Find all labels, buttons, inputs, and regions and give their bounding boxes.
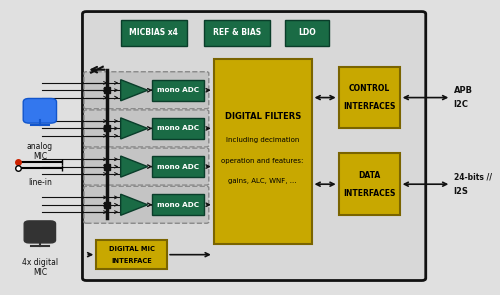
Text: INTERFACE: INTERFACE	[112, 258, 152, 263]
Text: analog
MIC: analog MIC	[27, 142, 53, 161]
Text: 24-bits //: 24-bits //	[454, 172, 492, 181]
Bar	[152, 194, 204, 215]
Bar	[152, 156, 204, 177]
Polygon shape	[120, 156, 148, 177]
Text: gains, ALC, WNF, ...: gains, ALC, WNF, ...	[228, 178, 297, 184]
Bar	[152, 80, 204, 101]
Text: mono ADC: mono ADC	[157, 87, 200, 93]
FancyBboxPatch shape	[23, 99, 56, 123]
Text: INTERFACES: INTERFACES	[343, 102, 396, 111]
Text: 4x digital
MIC: 4x digital MIC	[22, 258, 58, 277]
Text: line-in: line-in	[28, 178, 52, 187]
Bar	[338, 67, 400, 128]
Text: DIGITAL FILTERS: DIGITAL FILTERS	[224, 112, 301, 121]
Text: mono ADC: mono ADC	[157, 164, 200, 170]
FancyBboxPatch shape	[84, 110, 209, 147]
Bar	[152, 118, 204, 139]
Text: MICBIAS x4: MICBIAS x4	[130, 29, 178, 37]
Text: I2S: I2S	[454, 187, 468, 196]
FancyBboxPatch shape	[24, 221, 56, 243]
Bar	[96, 240, 167, 269]
Text: I2C: I2C	[454, 100, 468, 109]
Polygon shape	[120, 80, 148, 101]
Text: Including decimation: Including decimation	[226, 137, 300, 143]
FancyBboxPatch shape	[84, 186, 209, 223]
Text: CONTROL: CONTROL	[348, 84, 390, 93]
Bar	[338, 153, 400, 215]
Text: DIGITAL MIC: DIGITAL MIC	[108, 246, 154, 252]
FancyBboxPatch shape	[82, 12, 426, 281]
Bar	[214, 59, 312, 244]
Text: mono ADC: mono ADC	[157, 202, 200, 208]
Text: LDO: LDO	[298, 29, 316, 37]
Text: APB: APB	[454, 86, 472, 95]
FancyBboxPatch shape	[84, 72, 209, 109]
Bar	[120, 20, 187, 46]
Text: REF & BIAS: REF & BIAS	[213, 29, 261, 37]
Text: INTERFACES: INTERFACES	[343, 189, 396, 198]
Text: operation and features:: operation and features:	[222, 158, 304, 164]
Bar	[204, 20, 270, 46]
FancyBboxPatch shape	[84, 148, 209, 185]
Bar	[284, 20, 329, 46]
Polygon shape	[120, 118, 148, 139]
Polygon shape	[120, 194, 148, 215]
Text: mono ADC: mono ADC	[157, 125, 200, 131]
Text: DATA: DATA	[358, 171, 380, 180]
